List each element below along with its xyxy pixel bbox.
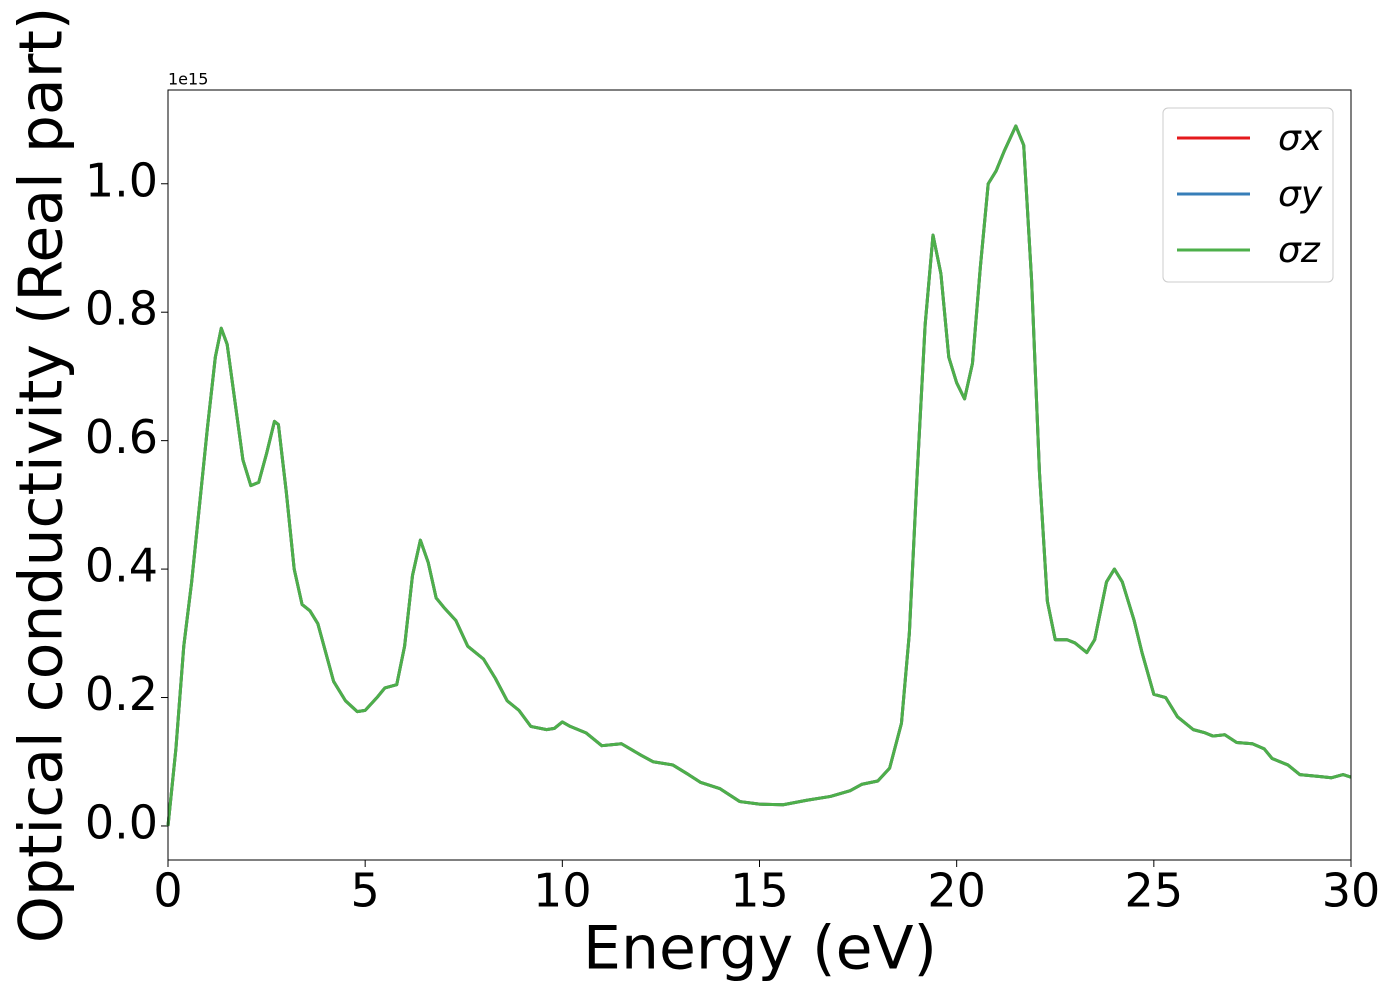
legend-label: σz [1278, 230, 1321, 271]
x-tick-label: 30 [1322, 864, 1381, 918]
x-tick-label: 10 [533, 864, 592, 918]
x-tick-label: 0 [153, 864, 182, 918]
plot-frame [167, 89, 1352, 861]
x-tick-label: 25 [1125, 864, 1184, 918]
y-tick-label: 0.8 [85, 282, 158, 336]
y-tick-label: 0.6 [85, 410, 158, 464]
y-tick-label: 1.0 [85, 153, 158, 207]
x-tick-label: 20 [927, 864, 986, 918]
legend-label: σy [1278, 174, 1323, 215]
y-tick-label: 0.0 [85, 795, 158, 849]
y-tick-label: 0.4 [85, 539, 158, 593]
legend-label: σx [1278, 118, 1323, 159]
y-tick-label: 0.2 [85, 667, 158, 721]
y-axis-label: Optical conductivity (Real part) [7, 7, 77, 944]
y-offset-label: 1e15 [168, 70, 208, 89]
x-tick-label: 15 [730, 864, 789, 918]
line [166, 124, 1352, 827]
x-axis-label: Energy (eV) [583, 914, 937, 984]
x-tick-label: 5 [351, 864, 380, 918]
